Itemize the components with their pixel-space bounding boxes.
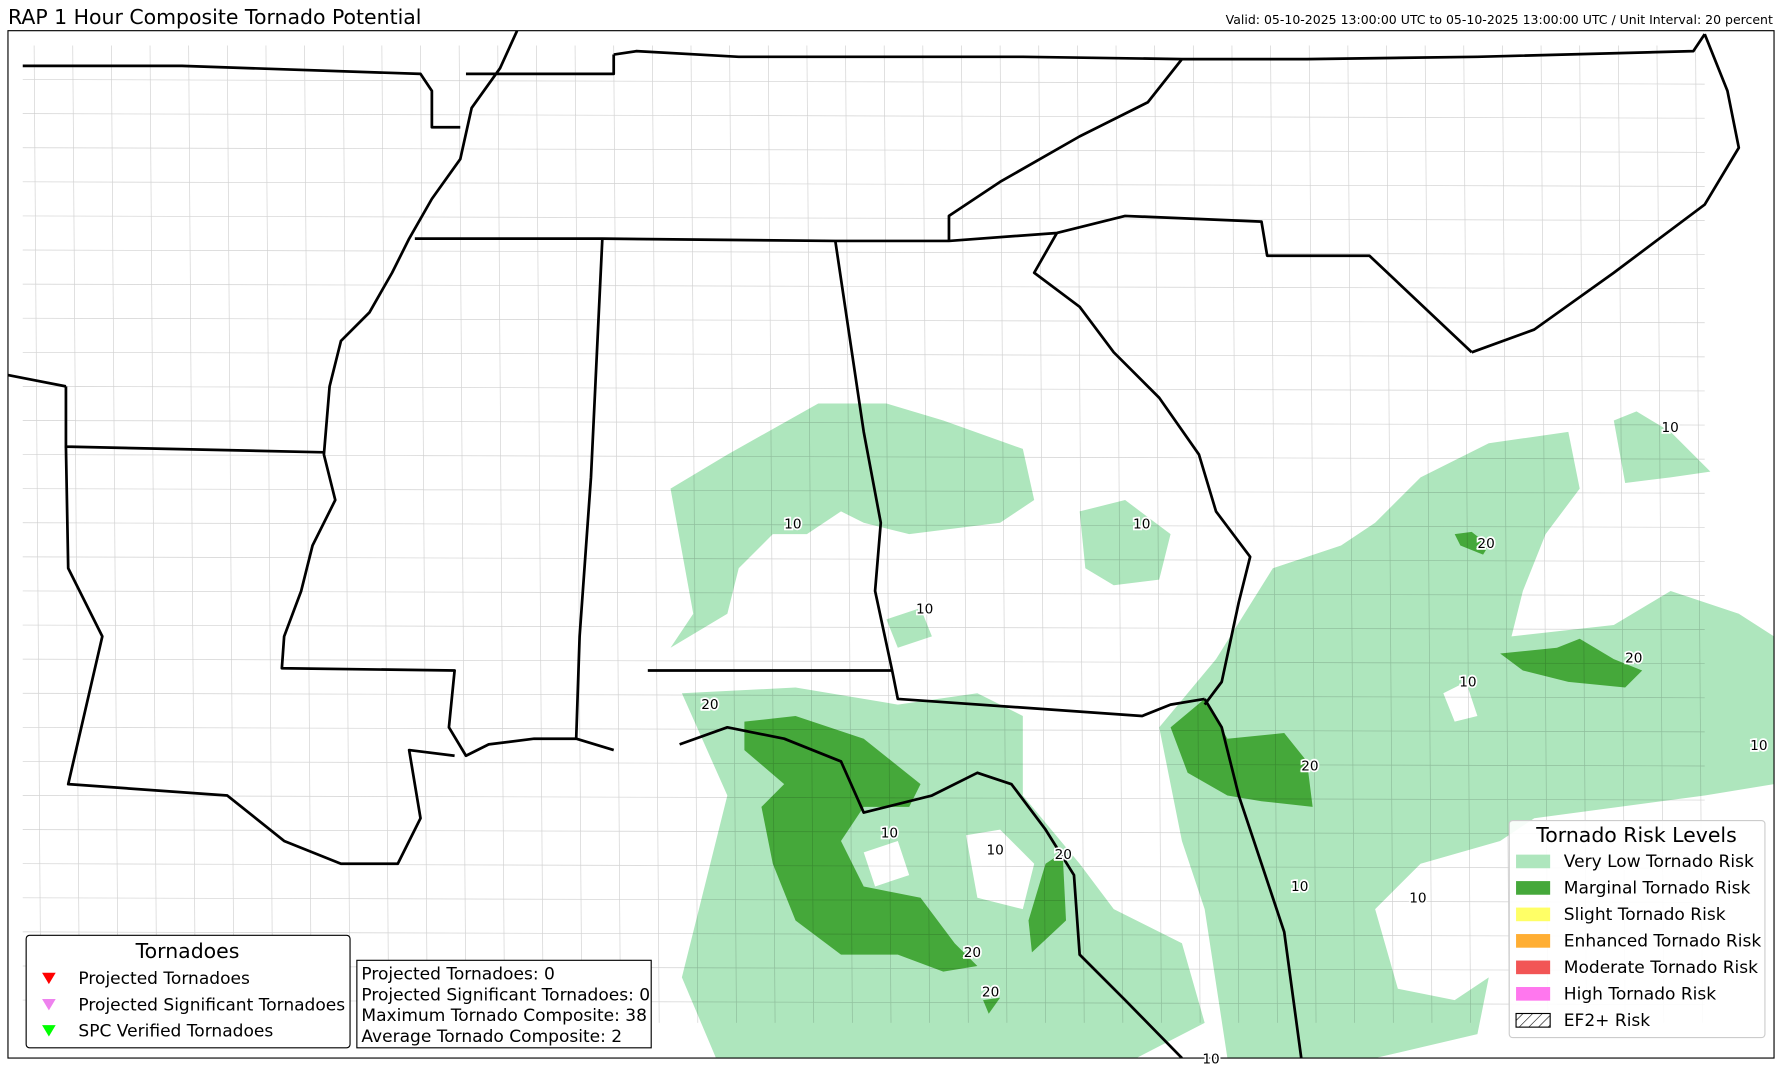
legend-swatch xyxy=(1516,881,1551,895)
contour-label: 20 xyxy=(1625,651,1642,667)
title: RAP 1 Hour Composite Tornado Potential xyxy=(8,5,422,29)
legend-label: Enhanced Tornado Risk xyxy=(1564,932,1762,952)
legend-label: Very Low Tornado Risk xyxy=(1564,852,1754,872)
legend-marker xyxy=(42,1025,56,1037)
legend-label: Projected Significant Tornadoes xyxy=(78,995,345,1015)
legend-label: EF2+ Risk xyxy=(1564,1011,1651,1031)
contour-label: 10 xyxy=(1133,516,1150,532)
contour-label: 10 xyxy=(986,843,1003,859)
stat-line: Average Tornado Composite: 2 xyxy=(361,1027,622,1047)
state-borders xyxy=(7,30,1741,1059)
contour-label: 20 xyxy=(701,697,718,713)
legend-swatch xyxy=(1516,934,1551,948)
contour-label: 10 xyxy=(1662,420,1679,436)
stats-frame xyxy=(356,959,652,1049)
legend-swatch xyxy=(1516,960,1551,975)
contour-label: 10 xyxy=(881,826,898,842)
stat-line: Maximum Tornado Composite: 38 xyxy=(361,1006,647,1026)
contour-label: 20 xyxy=(1301,759,1318,775)
legend-swatch xyxy=(1516,907,1551,922)
marginal-risk-area xyxy=(744,531,1643,1014)
legend-label: Marginal Tornado Risk xyxy=(1564,879,1751,899)
legend-label: Moderate Tornado Risk xyxy=(1564,958,1758,978)
contour-label: 20 xyxy=(1055,847,1072,863)
legend-swatch xyxy=(1516,987,1551,1001)
legend-box xyxy=(25,934,351,1049)
legend-title: Tornadoes xyxy=(135,939,240,963)
legend-swatch xyxy=(1515,1012,1551,1028)
contour-label: 10 xyxy=(1459,674,1476,690)
contour-label: 10 xyxy=(1202,1052,1219,1066)
contour-label: 10 xyxy=(1750,738,1767,754)
contour-label: 10 xyxy=(1291,879,1308,895)
county-mesh xyxy=(22,45,1705,1023)
contour-label: 10 xyxy=(784,516,801,532)
contour-labels: 10 10 10 10 10 20 20 20 10 20 10 10 20 2… xyxy=(700,418,1770,1066)
no-risk-area xyxy=(863,681,1478,910)
contour-label: 20 xyxy=(1477,536,1494,552)
stat-line: Projected Tornadoes: 0 xyxy=(361,965,554,985)
legend-label: Projected Tornadoes xyxy=(78,969,250,989)
stat-line: Projected Significant Tornadoes: 0 xyxy=(361,985,650,1005)
legend-label: Slight Tornado Risk xyxy=(1564,905,1726,925)
legend-box xyxy=(1508,819,1766,1039)
contour-label: 20 xyxy=(982,985,999,1001)
county-lines xyxy=(22,45,1705,1023)
risk-legend: Tornado Risk Levels Very Low Tornado Ris… xyxy=(1508,819,1766,1039)
legend-swatch xyxy=(1516,854,1551,869)
tornado-legend: Tornadoes Projected Tornadoes Projected S… xyxy=(25,934,351,1049)
legend-label: SPC Verified Tornadoes xyxy=(78,1021,273,1041)
contour-label: 10 xyxy=(916,602,933,618)
map-frame xyxy=(7,30,1775,1059)
legend-marker xyxy=(42,998,56,1011)
valid-time: Valid: 05-10-2025 13:00:00 UTC to 05-10-… xyxy=(1226,12,1773,27)
contour-label: 10 xyxy=(1409,890,1426,906)
map-area xyxy=(7,30,1775,1059)
legend-title: Tornado Risk Levels xyxy=(1535,823,1736,847)
legend-label: High Tornado Risk xyxy=(1564,985,1717,1005)
legend-marker xyxy=(42,972,56,985)
contour-label: 20 xyxy=(964,945,981,961)
